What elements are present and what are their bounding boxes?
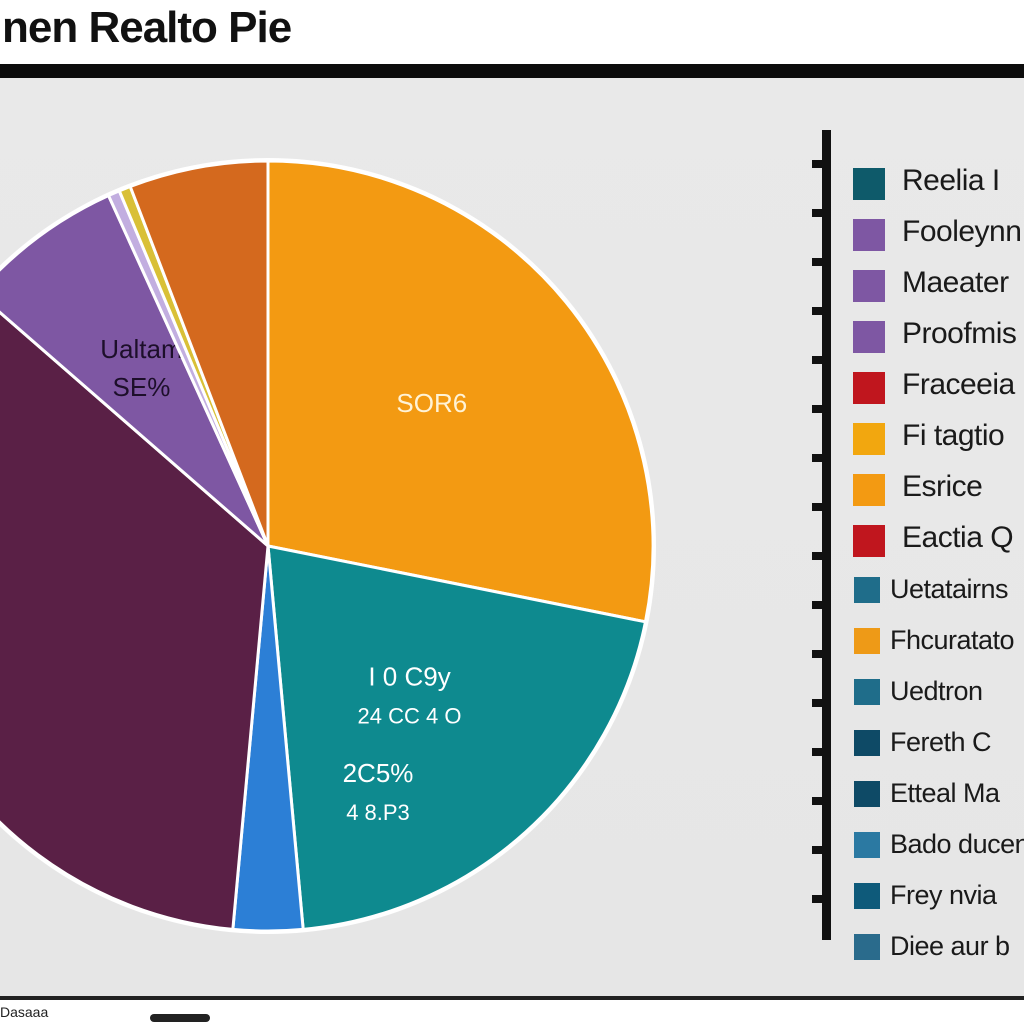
spine-tick [812, 846, 826, 854]
legend-swatch [854, 730, 880, 756]
pie-slice-4 [0, 193, 270, 548]
spine-tick [812, 258, 826, 266]
legend-item: Proofmis [850, 313, 1024, 364]
legend-label: Uetatairns [890, 574, 1009, 604]
slice-sublabel-2: 4 8.P3 [346, 800, 410, 825]
legend-label: Fereth C [890, 727, 992, 757]
legend-item: Fraceeia [850, 364, 1024, 415]
legend-label: Etteal Ma [890, 778, 1000, 808]
legend-label: Fooleynn [902, 215, 1022, 248]
spine-tick [812, 748, 826, 756]
spine-tick [812, 699, 826, 707]
legend-swatch [853, 219, 885, 251]
title-rule [0, 64, 1024, 78]
legend-item: Reelia I [850, 160, 1024, 211]
legend-swatch [854, 934, 880, 960]
legend-item: Fereth C [850, 721, 1024, 772]
legend-label: Maeater [902, 266, 1009, 299]
legend-swatch [853, 321, 885, 353]
slice-label-1: I 0 C9y [368, 662, 450, 692]
legend: Reelia I Fooleynn Maeater Proofmis Fraceeia F… [850, 160, 1024, 976]
legend-label: Bado ducen [890, 829, 1024, 859]
legend-label: Diee aur b [890, 931, 1010, 961]
spine-tick [812, 895, 826, 903]
legend-label: Reelia I [902, 164, 1000, 197]
pie-slice-3 [0, 310, 270, 932]
spine-tick [812, 503, 826, 511]
spine-tick [812, 356, 826, 364]
legend-swatch [853, 423, 885, 455]
legend-label: Fhcuratato [890, 625, 1015, 655]
legend-label: Frey nvia [890, 880, 997, 910]
spine-tick [812, 405, 826, 413]
spine-tick [812, 552, 826, 560]
legend-item: Uetatairns [850, 568, 1024, 619]
pie-slice-0 [266, 159, 655, 624]
legend-label: Fi tagtio [902, 419, 1005, 452]
legend-label: Fraceeia [902, 368, 1015, 401]
pie-slice-1 [266, 544, 648, 932]
spine-tick [812, 160, 826, 168]
legend-swatch [854, 628, 880, 654]
legend-item: Fhcuratato [850, 619, 1024, 670]
legend-swatch [854, 781, 880, 807]
slice-label-2: 2C5% [343, 758, 414, 788]
spine-tick [812, 797, 826, 805]
legend-swatch [853, 270, 885, 302]
legend-swatch [853, 525, 885, 557]
legend-swatch [854, 832, 880, 858]
legend-item: Uedtron [850, 670, 1024, 721]
legend-item: Esrice [850, 466, 1024, 517]
legend-item: Bado ducen [850, 823, 1024, 874]
legend-label: Proofmis [902, 317, 1017, 350]
legend-item: Frey nvia [850, 874, 1024, 925]
legend-swatch [854, 577, 880, 603]
legend-swatch [853, 168, 885, 200]
legend-swatch [854, 883, 880, 909]
spine-tick [812, 454, 826, 462]
slice-percent-0: SOR6 [396, 388, 467, 418]
legend-label: Esrice [902, 470, 983, 503]
chart-title: nen Realto Pie [2, 3, 292, 52]
legend-swatch [854, 679, 880, 705]
legend-spine [812, 130, 831, 940]
legend-item: Etteal Ma [850, 772, 1024, 823]
legend-item: Diee aur b [850, 925, 1024, 976]
slice-label-4: Ualtam [100, 334, 182, 364]
footer-mark [150, 1014, 210, 1022]
legend-label: Uedtron [890, 676, 983, 706]
legend-item: Eactia Q [850, 517, 1024, 568]
bottom-rule [0, 996, 1024, 1000]
spine-tick [812, 601, 826, 609]
slice-percent-4: SE% [113, 372, 171, 402]
legend-item: Fooleynn [850, 211, 1024, 262]
pie-slice-7 [128, 159, 270, 547]
slice-sublabel-1: 24 CC 4 O [358, 704, 462, 729]
legend-label: Eactia Q [902, 521, 1014, 554]
legend-swatch [853, 474, 885, 506]
legend-item: Maeater [850, 262, 1024, 313]
legend-swatch [853, 372, 885, 404]
legend-item: Fi tagtio [850, 415, 1024, 466]
spine-tick [812, 307, 826, 315]
footer-text: Dasaaa [0, 1004, 49, 1020]
spine-tick [812, 650, 826, 658]
spine-tick [812, 209, 826, 217]
